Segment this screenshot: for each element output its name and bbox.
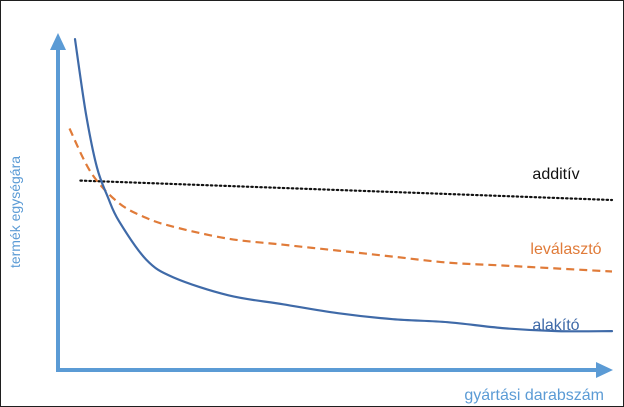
series-line-additiv [79,179,614,202]
series-layer [68,38,614,333]
series-label-additiv: additív [532,166,579,183]
x-axis-label: gyártási darabszám [464,387,604,404]
y-axis-arrow-icon [50,33,66,50]
y-axis-label: termék egységára [7,156,23,268]
axes-layer [50,33,613,378]
series-label-alakito: alakító [532,317,579,334]
x-axis-arrow-icon [596,362,613,378]
series-line-levalaszto [68,128,613,273]
series-labels: additív leválasztó alakító [530,166,601,334]
series-line-alakito [73,38,614,333]
series-label-levalaszto: leválasztó [530,241,601,258]
